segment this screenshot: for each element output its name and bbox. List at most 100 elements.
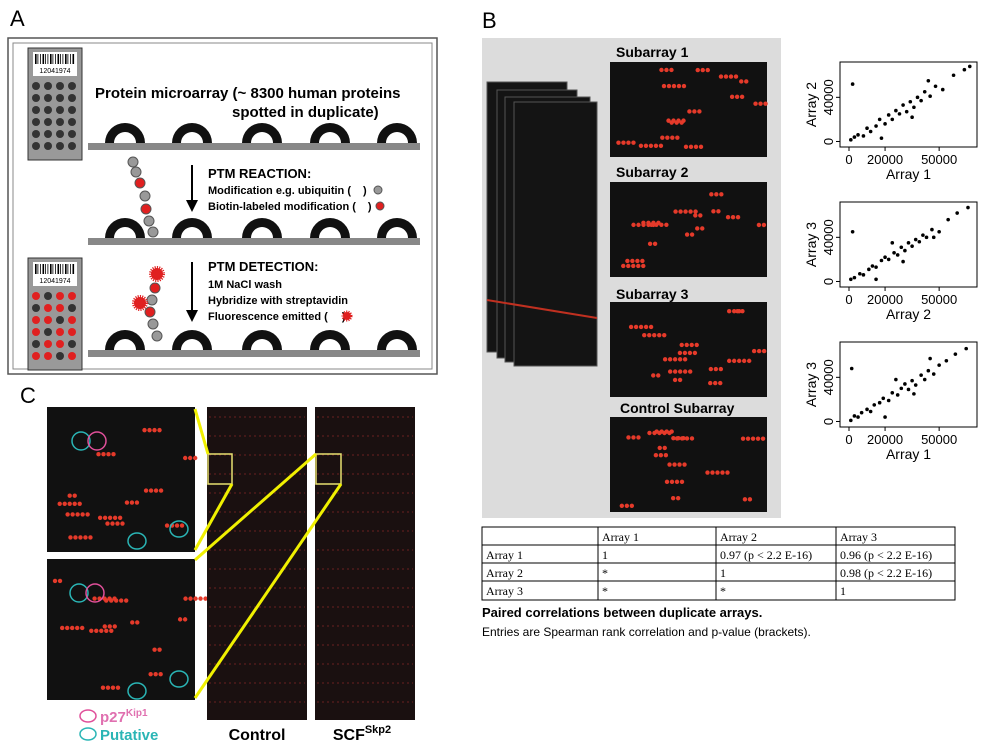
array-spot (99, 628, 104, 633)
subarray-label: Subarray 1 (616, 44, 689, 60)
bar-code (40, 54, 41, 64)
bar-code (62, 264, 64, 274)
array-spot (631, 435, 636, 440)
y-tick-label: 0 (821, 278, 836, 285)
bar-code (55, 54, 56, 64)
array-spot (760, 436, 766, 441)
bar-code (47, 54, 49, 64)
point (966, 205, 970, 210)
point (849, 277, 853, 282)
point (859, 410, 864, 415)
circle (69, 583, 89, 603)
array-spot (671, 118, 676, 123)
point (901, 103, 905, 107)
table-cell: 1 (840, 584, 846, 598)
array-spot (129, 500, 135, 505)
array-spot (89, 628, 94, 633)
array-spot (104, 628, 109, 633)
correlation-table: Array 1 Array 2 Array 3 Array 1 1 0.97 (p < 2… (481, 526, 956, 601)
array-spot (745, 436, 751, 441)
point (951, 73, 956, 78)
array-spot (73, 535, 78, 540)
point (940, 87, 945, 92)
circle (71, 431, 91, 451)
array-spot (700, 67, 705, 73)
protein (105, 330, 145, 350)
array-spot (664, 222, 669, 227)
point (908, 99, 913, 104)
point (868, 409, 873, 414)
spot (56, 106, 64, 114)
array-spot (192, 455, 198, 461)
array-spot (626, 140, 631, 145)
array-spot (626, 435, 631, 440)
array-spot (692, 109, 697, 114)
point (879, 136, 884, 140)
array-spot (67, 493, 72, 498)
circle (169, 670, 189, 688)
array-spot (179, 523, 185, 528)
slide: 12041974 (27, 47, 83, 161)
spot (32, 142, 40, 150)
text: ) (363, 185, 367, 197)
bead (151, 330, 163, 342)
bar-code (37, 54, 39, 64)
protein (172, 123, 212, 143)
array-spot (153, 488, 159, 493)
bar-code (57, 264, 60, 274)
circle (127, 532, 147, 550)
x-tick-label: 50000 (921, 152, 957, 167)
subarray-label: Control Subarray (620, 400, 735, 416)
spot (68, 106, 76, 114)
array-spot (664, 67, 669, 73)
table-cell: * (720, 584, 726, 598)
array-spot (756, 222, 762, 228)
array-spot (619, 503, 625, 509)
array-spot (705, 67, 710, 73)
bar-code (60, 54, 61, 64)
surface (88, 143, 420, 150)
protein (242, 123, 282, 143)
array-spot (142, 427, 147, 433)
array-spot (102, 624, 107, 629)
array-spot (101, 451, 106, 457)
array-spot (654, 429, 659, 434)
point (912, 392, 916, 396)
array-spot (97, 515, 103, 520)
table-header: Array 1 (602, 530, 639, 544)
array-image (207, 407, 307, 720)
array-image (513, 101, 598, 367)
title-line: spotted in duplicate) (232, 104, 379, 121)
bead (149, 282, 161, 294)
point (964, 346, 968, 351)
y-axis-label: Array 2 (803, 82, 819, 127)
array-spot (755, 436, 761, 441)
array-spot (630, 258, 635, 264)
array-spot (633, 324, 639, 330)
array-spot (687, 369, 693, 374)
panel-c: p27Kip1 Putative Control SCFSkp2 (47, 407, 415, 744)
y-tick-label: 0 (821, 418, 836, 425)
array-spot (681, 83, 687, 89)
array-spot (688, 209, 693, 214)
array-spot (736, 358, 742, 364)
array-spot (698, 144, 704, 150)
array-spot (124, 598, 129, 603)
bar-code (45, 264, 46, 274)
point (906, 241, 911, 245)
array-spot (711, 209, 716, 214)
table-cell: 1 (602, 548, 608, 562)
array-spot (636, 222, 641, 228)
text-line: 1M NaCl wash (208, 279, 282, 291)
array-spot (726, 309, 732, 314)
array-spot (652, 241, 658, 246)
bar-code (65, 264, 67, 274)
spot (44, 94, 52, 102)
zoom-box (315, 453, 342, 485)
array-spot (70, 512, 75, 517)
x-axis-label: Array 1 (886, 166, 931, 182)
point (858, 271, 862, 276)
array-spot (152, 647, 157, 652)
y-tick-label: 40000 (821, 79, 836, 115)
point (903, 382, 907, 386)
